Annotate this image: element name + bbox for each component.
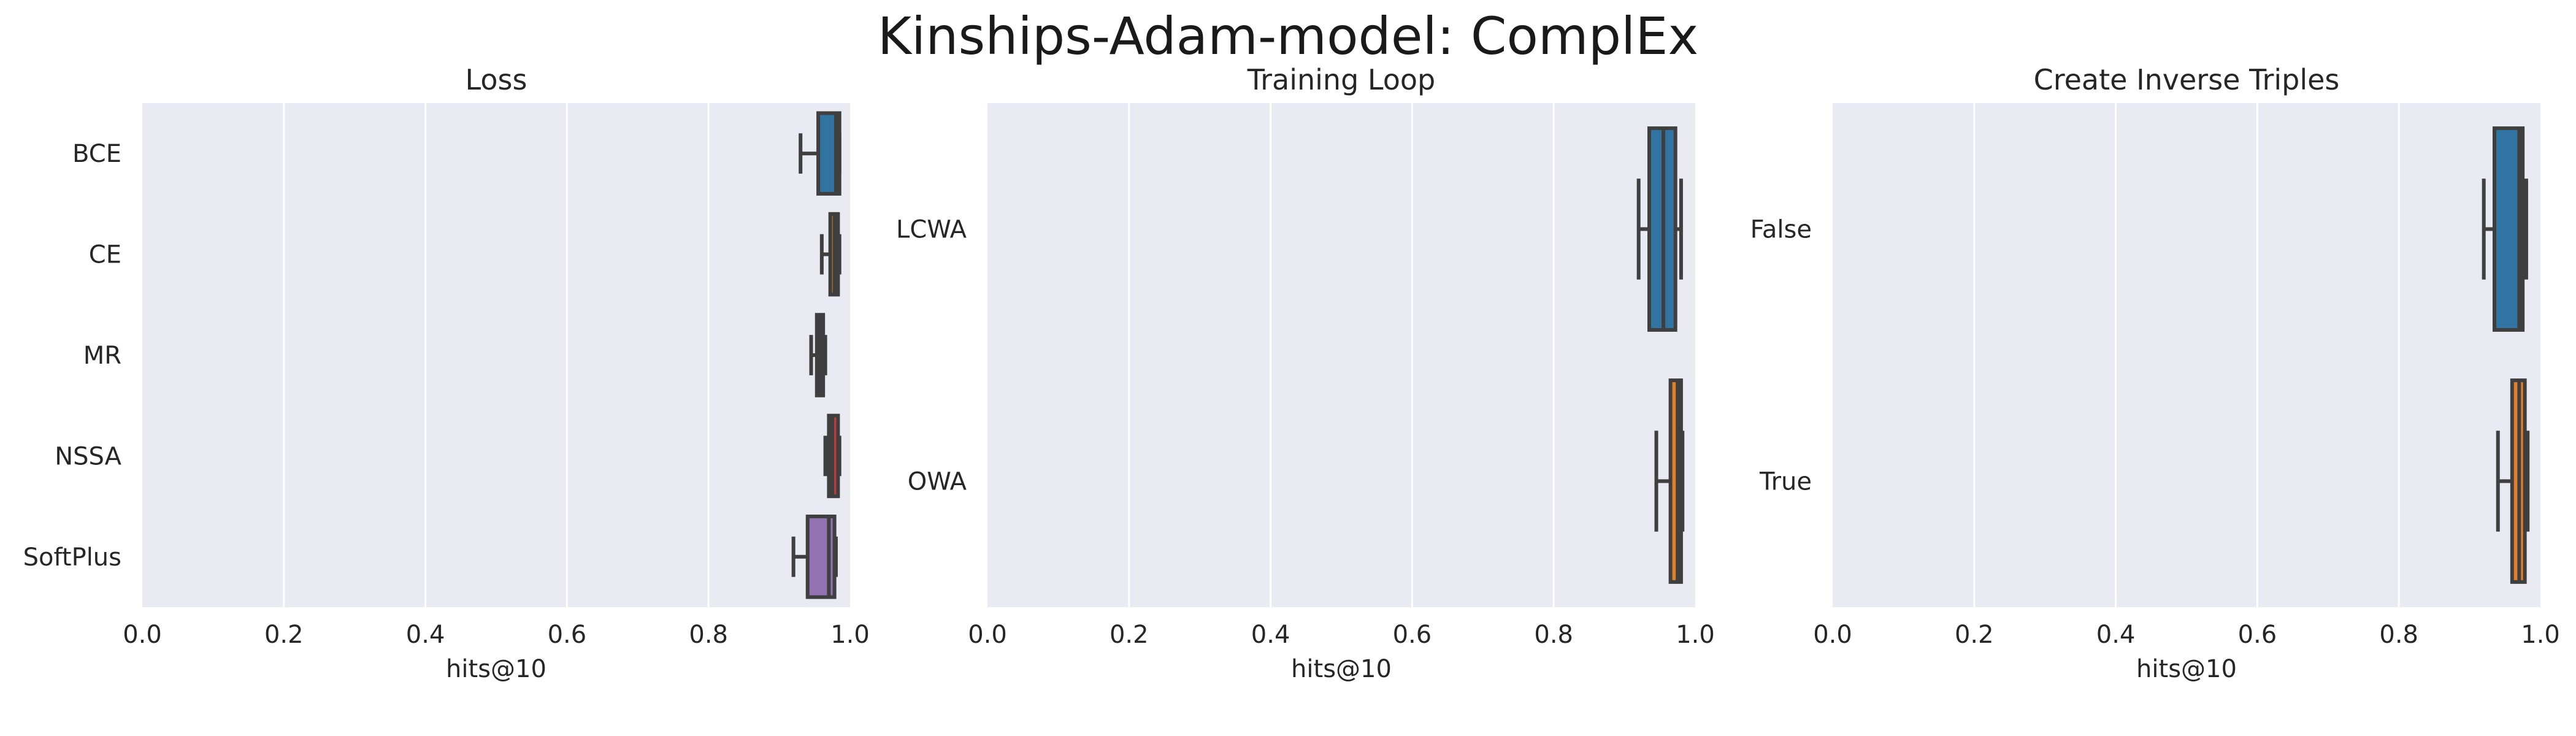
- box-CE: CE: [89, 212, 841, 297]
- box-NSSA: NSSA: [55, 413, 841, 499]
- box-MR: MR: [83, 313, 827, 397]
- x-tick-label: 0.8: [1534, 621, 1573, 649]
- x-axis-label: hits@10: [1291, 655, 1392, 683]
- x-tick-label: 0.4: [406, 621, 445, 649]
- x-axis-label: hits@10: [446, 655, 546, 683]
- plot-background: [1833, 103, 2540, 607]
- subplot-title: Training Loop: [1247, 63, 1435, 96]
- x-tick-label: 0.0: [968, 621, 1007, 649]
- y-tick-label: BCE: [72, 140, 121, 168]
- subplot-title: Loss: [466, 63, 527, 96]
- y-tick-label: LCWA: [896, 216, 967, 244]
- x-tick-label: 0.6: [1393, 621, 1432, 649]
- box-False: False: [1750, 126, 2528, 332]
- plot-background: [987, 103, 1695, 607]
- box-True: True: [1759, 378, 2530, 584]
- y-tick-label: NSSA: [55, 442, 121, 470]
- x-tick-label: 0.2: [264, 621, 304, 649]
- x-tick-label: 0.0: [123, 621, 162, 649]
- x-tick-label: 0.4: [2096, 621, 2136, 649]
- subplot-1: 0.0 0.2 0.4 0.6 0.8 1.0 Loss hits@10 BCE CE MR NSSA…: [23, 63, 870, 683]
- box-SoftPlus: SoftPlus: [23, 515, 838, 599]
- x-tick-label: 0.8: [2379, 621, 2418, 649]
- x-tick-label: 0.8: [689, 621, 728, 649]
- y-tick-label: MR: [83, 342, 121, 370]
- y-tick-label: True: [1759, 468, 1812, 496]
- x-tick-label: 0.2: [1110, 621, 1149, 649]
- figure-suptitle: Kinships-Adam-model: ComplEx: [877, 6, 1699, 66]
- x-tick-label: 1.0: [2521, 621, 2560, 649]
- box-BCE: BCE: [72, 111, 841, 196]
- y-tick-label: CE: [89, 241, 121, 269]
- x-axis-label: hits@10: [2136, 655, 2237, 683]
- x-tick-label: 0.6: [548, 621, 587, 649]
- subplot-title: Create Inverse Triples: [2034, 63, 2340, 96]
- y-tick-label: SoftPlus: [23, 543, 121, 572]
- x-tick-label: 0.6: [2238, 621, 2277, 649]
- x-tick-label: 0.2: [1955, 621, 1994, 649]
- x-tick-label: 1.0: [830, 621, 870, 649]
- subplot-2: 0.0 0.2 0.4 0.6 0.8 1.0 Training Loop hits@10 LC…: [896, 63, 1715, 683]
- x-tick-label: 0.4: [1251, 621, 1290, 649]
- box-LCWA: LCWA: [896, 126, 1683, 332]
- y-tick-label: False: [1750, 216, 1812, 244]
- subplot-3: 0.0 0.2 0.4 0.6 0.8 1.0 Create Inverse Triples…: [1750, 63, 2560, 683]
- y-tick-label: OWA: [908, 468, 967, 496]
- x-tick-label: 1.0: [1676, 621, 1715, 649]
- plot-background: [142, 103, 850, 607]
- box-OWA: OWA: [908, 378, 1685, 584]
- x-tick-label: 0.0: [1813, 621, 1852, 649]
